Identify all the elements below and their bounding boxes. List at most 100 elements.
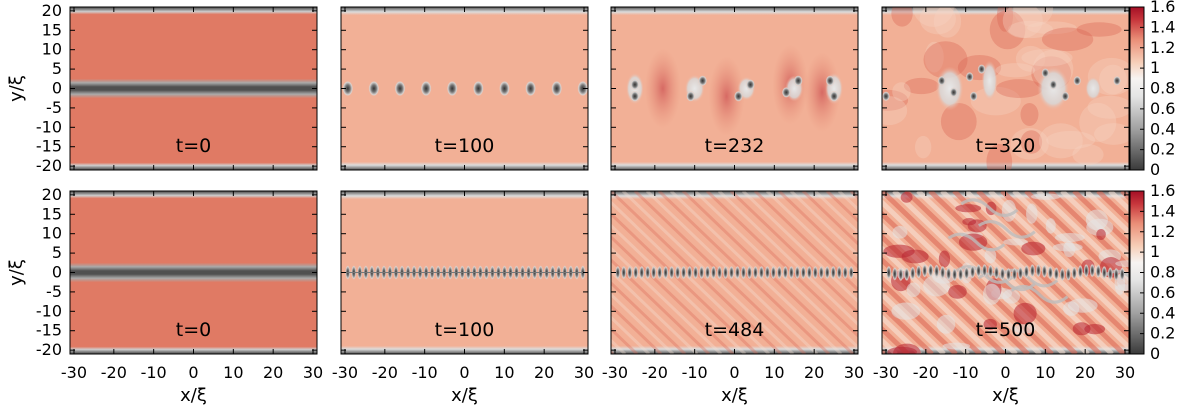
panel-0-1: t=100 xyxy=(340,6,589,171)
colorbar-tick-label: 1 xyxy=(1150,242,1160,261)
density-blob xyxy=(1020,103,1039,126)
density-blob xyxy=(984,248,997,264)
vortex xyxy=(675,265,681,280)
vortex xyxy=(824,265,830,280)
x-tick-label: 30 xyxy=(1115,363,1135,382)
x-tick-label: 20 xyxy=(263,363,283,382)
density-blob xyxy=(986,143,1013,170)
vortex xyxy=(969,264,976,279)
density-blob xyxy=(887,346,918,354)
vortex xyxy=(746,265,753,280)
vortex xyxy=(934,264,940,279)
panel-0-2: t=232 xyxy=(610,6,859,171)
y-tick-label: 15 xyxy=(42,204,62,223)
density-field xyxy=(341,7,588,170)
vortex xyxy=(904,267,910,282)
density-blob xyxy=(1046,130,1096,150)
wave-crest xyxy=(825,191,858,223)
vortex xyxy=(1101,265,1107,280)
panels-layer: t=0 t=100 t=232 t=320 t=0 t=100 t=484 t=500 xyxy=(69,6,1130,355)
x-tick-label: -20 xyxy=(372,363,398,382)
density-blob xyxy=(989,10,1026,50)
x-tick-label: -30 xyxy=(332,363,358,382)
vortex xyxy=(1071,266,1077,281)
vortex xyxy=(1065,267,1071,282)
vortex xyxy=(394,80,406,97)
vortex xyxy=(981,263,988,278)
time-label: t=500 xyxy=(976,319,1036,341)
panel-0-3: t=320 xyxy=(881,6,1130,171)
colorbar-tick-label: 1.6 xyxy=(1150,0,1175,16)
vortex xyxy=(1041,67,1050,78)
y-tick-label: 5 xyxy=(52,243,62,262)
density-blob xyxy=(900,191,913,203)
vortex xyxy=(472,80,484,97)
time-label: t=100 xyxy=(435,135,495,157)
wave-crest xyxy=(1048,191,1129,271)
vortex xyxy=(949,87,958,98)
vortex xyxy=(892,266,898,281)
vortex xyxy=(651,265,657,280)
vortex xyxy=(829,90,839,102)
density-blob xyxy=(1087,95,1129,119)
y-tick-label: 20 xyxy=(42,185,62,204)
colorbar-tick-label: 0.6 xyxy=(1150,283,1175,302)
density-blob xyxy=(1096,229,1106,240)
density-blob xyxy=(912,7,954,27)
wave-crest xyxy=(611,303,663,354)
panel-1-1: t=100 xyxy=(340,190,589,355)
x-tick-label: 10 xyxy=(764,363,784,382)
vortex xyxy=(1049,79,1058,90)
density-blob xyxy=(1115,284,1129,291)
time-label: t=0 xyxy=(176,135,211,157)
vortex xyxy=(752,265,759,280)
wave-crest xyxy=(611,292,675,354)
x-tick-label: 10 xyxy=(223,363,243,382)
vortex xyxy=(1053,266,1059,281)
vortex xyxy=(627,265,633,280)
density-blob xyxy=(1021,48,1073,67)
vortex xyxy=(882,91,890,102)
vortex xyxy=(975,263,982,278)
vortex xyxy=(963,266,970,281)
vortex xyxy=(1047,265,1053,280)
vortex xyxy=(716,265,723,280)
colorbar-tick-label: 0.6 xyxy=(1150,99,1175,118)
density-blob xyxy=(995,63,1036,78)
wave-crest xyxy=(882,314,922,354)
vortex xyxy=(663,265,669,280)
vortex-filament xyxy=(1010,285,1069,304)
y-tick-label: -5 xyxy=(46,282,62,301)
wave-crest xyxy=(1096,191,1129,225)
x-tick-label: 0 xyxy=(729,363,739,382)
y-tick-label: -10 xyxy=(36,117,62,136)
vortex xyxy=(842,265,848,280)
vortex xyxy=(1017,266,1024,281)
density-blob xyxy=(1013,324,1036,334)
vortex xyxy=(710,265,717,280)
density-blob xyxy=(1026,203,1038,224)
vortex xyxy=(368,80,380,97)
vortex xyxy=(946,266,952,281)
density-blob xyxy=(1054,233,1085,242)
density-blob xyxy=(924,41,944,73)
vortex xyxy=(639,265,645,280)
colorbar-tick-label: 1.6 xyxy=(1150,181,1175,200)
density-blob xyxy=(948,284,967,299)
vortex xyxy=(793,75,803,87)
vortex xyxy=(1059,267,1065,282)
vortex xyxy=(698,265,705,280)
wave-crest xyxy=(1084,191,1129,236)
vortex xyxy=(910,266,916,281)
density-blob xyxy=(1079,102,1117,142)
vortex xyxy=(446,80,458,97)
x-axis-title: x/ξ xyxy=(721,385,748,406)
vortex xyxy=(886,265,892,280)
density-blob xyxy=(892,82,911,102)
wave-crest xyxy=(611,280,687,354)
vortex xyxy=(958,267,964,282)
vortex xyxy=(1113,75,1122,86)
vortex xyxy=(577,80,588,97)
panel-1-2: t=484 xyxy=(610,190,859,355)
colorbar-tick-label: 1.4 xyxy=(1150,17,1175,36)
